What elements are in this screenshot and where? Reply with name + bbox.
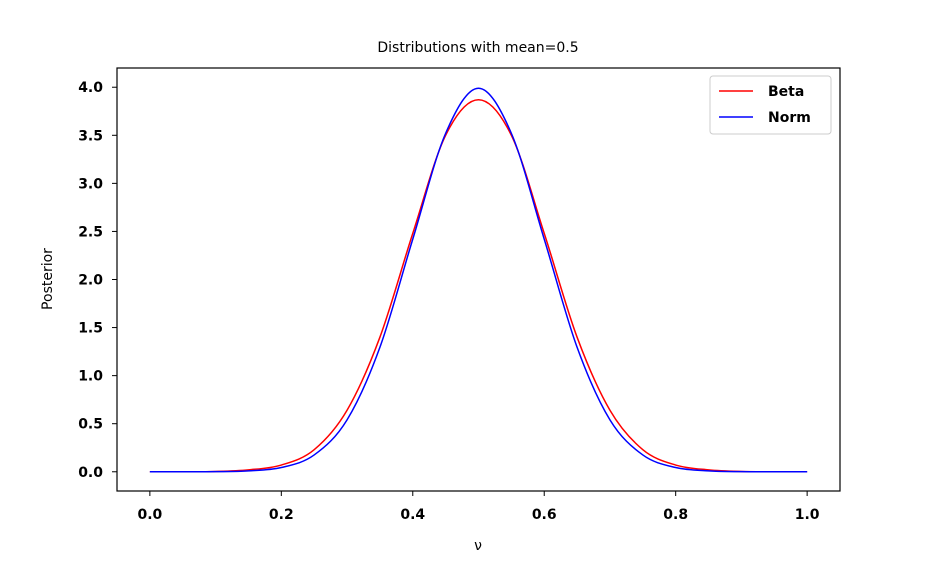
x-tick-label: 0.6 (532, 507, 557, 523)
x-axis-label: ν (474, 538, 482, 554)
x-tick-label: 0.2 (269, 507, 294, 523)
legend-beta-label: Beta (768, 84, 804, 100)
y-axis: 0.0 0.5 1.0 1.5 2.0 2.5 3.0 3.5 4.0 (78, 80, 117, 481)
plot-area (116, 67, 841, 492)
x-tick-label: 0.0 (137, 507, 162, 523)
y-tick-label: 2.0 (78, 273, 103, 289)
x-tick-label: 0.8 (663, 507, 688, 523)
legend-norm-label: Norm (768, 110, 811, 126)
series-layer (149, 87, 808, 473)
x-axis: 0.0 0.2 0.4 0.6 0.8 1.0 (137, 491, 820, 523)
y-tick-label: 2.5 (78, 224, 103, 240)
y-axis-label: Posterior (40, 248, 56, 310)
y-tick-label: 4.0 (78, 80, 103, 96)
legend: Beta Norm (709, 75, 832, 135)
series-line-beta (149, 98, 808, 473)
series-line-norm (149, 87, 808, 473)
x-tick-label: 1.0 (795, 507, 820, 523)
y-tick-label: 1.0 (78, 369, 103, 385)
x-tick-label: 0.4 (400, 507, 425, 523)
y-tick-label: 0.5 (78, 417, 103, 433)
y-tick-label: 1.5 (78, 321, 103, 337)
y-tick-label: 3.5 (78, 128, 103, 144)
chart-title: Distributions with mean=0.5 (377, 40, 578, 56)
y-tick-label: 0.0 (78, 465, 103, 481)
y-tick-label: 3.0 (78, 176, 103, 192)
